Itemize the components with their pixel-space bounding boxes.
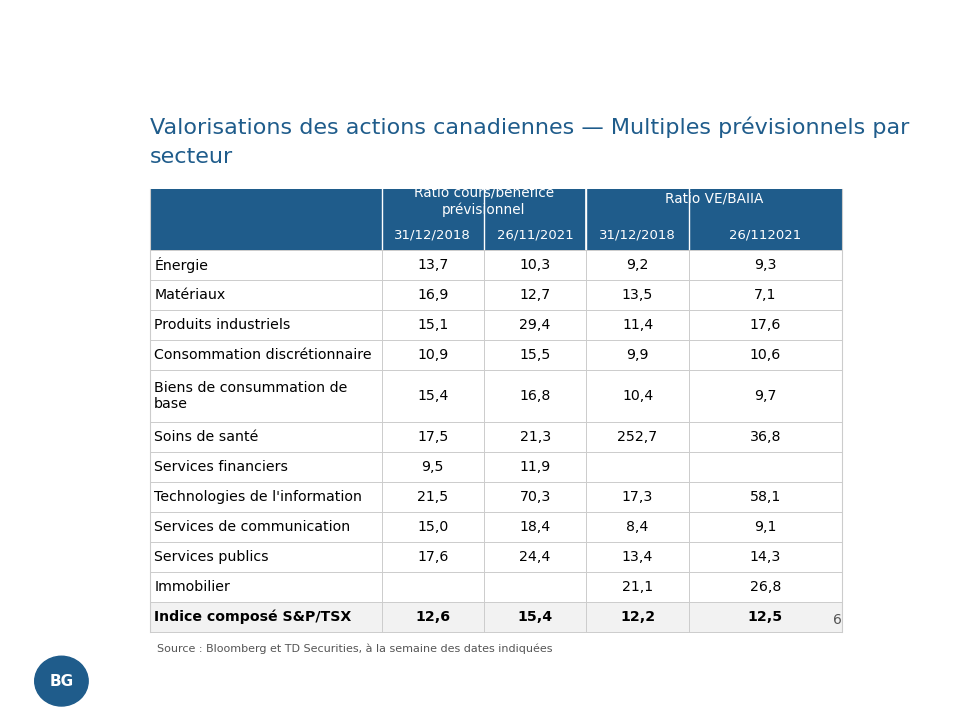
Text: Ratio VE/BAIIA: Ratio VE/BAIIA <box>665 192 763 206</box>
Bar <box>150 482 842 512</box>
Text: 70,3: 70,3 <box>519 490 551 504</box>
Text: Matériaux: Matériaux <box>155 288 226 302</box>
Text: Soins de santé: Soins de santé <box>155 430 258 444</box>
Text: 11,4: 11,4 <box>622 318 653 332</box>
Text: BG: BG <box>49 674 74 688</box>
Text: 13,5: 13,5 <box>622 288 653 302</box>
Text: 15,4: 15,4 <box>417 389 448 403</box>
Text: Services financiers: Services financiers <box>155 460 288 474</box>
Text: 13,7: 13,7 <box>417 258 448 272</box>
Text: Indice composé S&P/TSX: Indice composé S&P/TSX <box>155 609 351 624</box>
Text: 31/12/2018: 31/12/2018 <box>599 228 676 241</box>
Text: 21,3: 21,3 <box>519 430 551 444</box>
Text: 12,2: 12,2 <box>620 610 655 624</box>
Text: 24,4: 24,4 <box>519 550 551 564</box>
Text: 17,3: 17,3 <box>622 490 653 504</box>
Text: 9,1: 9,1 <box>754 520 777 534</box>
Bar <box>150 572 842 602</box>
Text: 58,1: 58,1 <box>750 490 780 504</box>
Bar <box>150 340 842 369</box>
Text: Consommation discrétionnaire: Consommation discrétionnaire <box>155 348 372 361</box>
Text: 11,9: 11,9 <box>519 460 551 474</box>
Text: 10,3: 10,3 <box>519 258 551 272</box>
Text: 15,4: 15,4 <box>517 610 553 624</box>
Text: 252,7: 252,7 <box>617 430 658 444</box>
Text: 12,7: 12,7 <box>519 288 551 302</box>
Text: 8,4: 8,4 <box>626 520 649 534</box>
Text: Technologies de l'information: Technologies de l'information <box>155 490 362 504</box>
Text: secteur: secteur <box>150 148 233 167</box>
Bar <box>150 280 842 310</box>
Text: 16,9: 16,9 <box>417 288 448 302</box>
Text: 15,0: 15,0 <box>418 520 448 534</box>
Text: 13,4: 13,4 <box>622 550 653 564</box>
Text: Énergie: Énergie <box>155 257 208 273</box>
Text: Immobilier: Immobilier <box>155 580 230 594</box>
Bar <box>150 512 842 542</box>
Text: 9,5: 9,5 <box>421 460 444 474</box>
Text: Biens de consummation de
base: Biens de consummation de base <box>155 381 348 411</box>
Text: Produits industriels: Produits industriels <box>155 318 291 332</box>
Text: 26/11/2021: 26/11/2021 <box>496 228 573 241</box>
Bar <box>150 452 842 482</box>
Text: 9,2: 9,2 <box>626 258 649 272</box>
Bar <box>150 250 842 280</box>
Text: 12,6: 12,6 <box>415 610 450 624</box>
Text: Source : Bloomberg et TD Securities, à la semaine des dates indiquées: Source : Bloomberg et TD Securities, à l… <box>157 643 553 654</box>
Text: 10,6: 10,6 <box>750 348 780 361</box>
Text: 29,4: 29,4 <box>519 318 551 332</box>
Bar <box>150 310 842 340</box>
Circle shape <box>35 656 88 706</box>
Text: 14,3: 14,3 <box>750 550 780 564</box>
Text: 9,7: 9,7 <box>754 389 777 403</box>
Bar <box>150 422 842 452</box>
Bar <box>150 189 842 250</box>
Text: 10,4: 10,4 <box>622 389 653 403</box>
Bar <box>150 602 842 631</box>
Text: 9,3: 9,3 <box>754 258 777 272</box>
Text: 31/12/2018: 31/12/2018 <box>395 228 471 241</box>
Text: 10,9: 10,9 <box>418 348 448 361</box>
Text: 17,6: 17,6 <box>750 318 780 332</box>
Text: 9,9: 9,9 <box>626 348 649 361</box>
Text: 15,5: 15,5 <box>519 348 551 361</box>
Text: 21,5: 21,5 <box>418 490 448 504</box>
Text: 36,8: 36,8 <box>750 430 780 444</box>
Text: Ratio cours/bénéfice
prévisionnel: Ratio cours/bénéfice prévisionnel <box>414 186 554 217</box>
Text: 17,6: 17,6 <box>417 550 448 564</box>
Text: 15,1: 15,1 <box>418 318 448 332</box>
Text: 21,1: 21,1 <box>622 580 653 594</box>
Text: Services publics: Services publics <box>155 550 269 564</box>
Text: 16,8: 16,8 <box>519 389 551 403</box>
Text: Services de communication: Services de communication <box>155 520 350 534</box>
Text: 18,4: 18,4 <box>519 520 551 534</box>
Text: 26/112021: 26/112021 <box>729 228 802 241</box>
Text: 26,8: 26,8 <box>750 580 780 594</box>
Text: 12,5: 12,5 <box>748 610 782 624</box>
Text: Valorisations des actions canadiennes — Multiples prévisionnels par: Valorisations des actions canadiennes — … <box>150 117 909 138</box>
Bar <box>150 369 842 422</box>
Bar <box>150 542 842 572</box>
Text: 17,5: 17,5 <box>417 430 448 444</box>
Text: 7,1: 7,1 <box>754 288 777 302</box>
Text: 6: 6 <box>833 613 842 627</box>
